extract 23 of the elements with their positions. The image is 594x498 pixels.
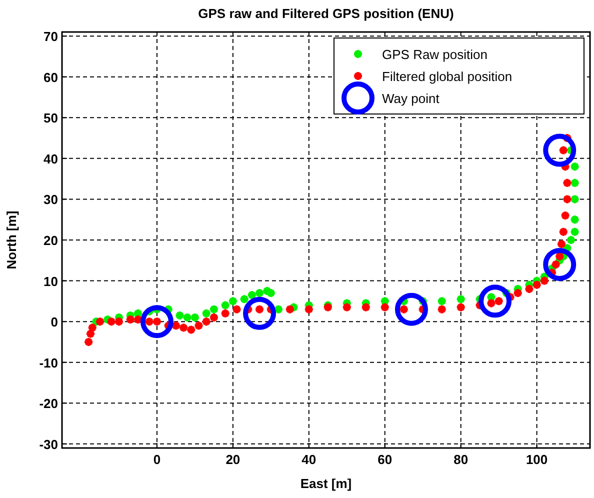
y-tick-label: 30 [44,192,58,208]
y-tick-label: 70 [44,29,58,44]
legend-label: GPS Raw position [382,47,488,62]
legend-label: Filtered global position [382,69,512,84]
x-axis-title: East [m] [300,476,352,491]
x-tick-label: 0 [153,452,161,467]
x-tick-label: 60 [378,452,392,467]
y-tick-label: -30 [39,436,58,452]
y-tick-label: 10 [44,274,58,289]
y-axis-title: North [m] [4,210,19,270]
chart-title: GPS raw and Filtered GPS position (ENU) [198,6,454,21]
y-tick-label: 0 [50,314,58,330]
x-tick-label: 80 [454,452,468,467]
y-tick-label: -20 [39,396,58,412]
x-tick-label: 40 [302,452,316,467]
y-tick-label: 20 [44,233,58,248]
y-tick-label: 40 [44,151,58,166]
y-tick-label: 50 [44,110,58,126]
x-tick-label: 20 [226,452,240,467]
legend-label: Way point [382,91,440,106]
x-tick-label: 100 [526,452,548,467]
y-tick-label: -10 [39,355,58,370]
y-tick-label: 60 [44,70,58,85]
